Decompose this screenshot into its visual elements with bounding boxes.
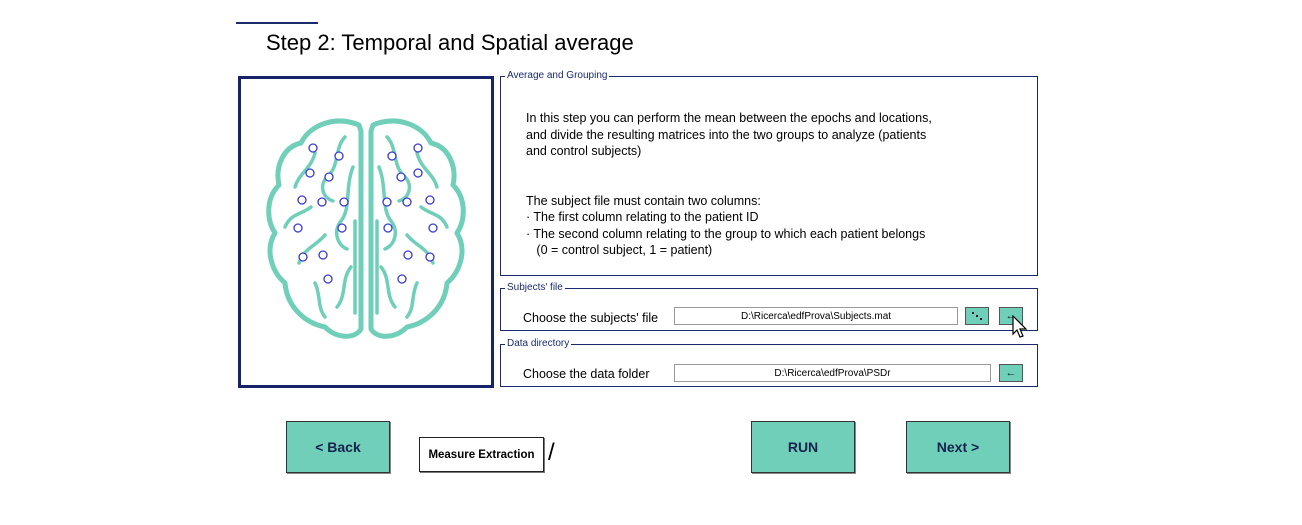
measure-extraction-button[interactable]: Measure Extraction [419, 437, 544, 472]
brain-image-panel [238, 76, 494, 388]
subjects-file-view-button[interactable] [965, 307, 989, 325]
page-title: Step 2: Temporal and Spatial average [266, 30, 634, 55]
subjects-file-legend: Subjects' file [507, 282, 563, 293]
run-button[interactable]: RUN [751, 421, 855, 473]
data-directory-label: Choose the data folder [523, 367, 650, 381]
brain-electrode-image [266, 118, 466, 339]
subjects-file-group: Subjects' file Choose the subjects' file… [500, 282, 1038, 338]
data-directory-group: Data directory Choose the data folder D:… [500, 339, 1038, 387]
subjects-file-path-field[interactable]: D:\Ricerca\edfProva\Subjects.mat [674, 307, 958, 325]
mouse-cursor-icon [1012, 315, 1028, 338]
subjects-file-label: Choose the subjects' file [523, 311, 659, 325]
next-button[interactable]: Next > [906, 421, 1010, 473]
average-grouping-group: Average and Grouping In this step you ca… [500, 71, 1038, 276]
data-directory-browse-button[interactable]: ← [999, 364, 1023, 382]
arrow-left-icon: ← [1005, 310, 1017, 322]
data-directory-path-field[interactable]: D:\Ricerca\edfProva\PSDr [674, 364, 991, 382]
average-grouping-legend: Average and Grouping [507, 70, 608, 81]
arrow-left-icon: ← [1005, 367, 1017, 379]
back-button[interactable]: < Back [286, 421, 390, 473]
title-underline [236, 22, 318, 24]
average-grouping-description: In this step you can perform the mean be… [526, 111, 932, 257]
data-directory-legend: Data directory [507, 338, 570, 349]
separator-slash: / [548, 439, 555, 466]
dots-icon [972, 312, 982, 320]
